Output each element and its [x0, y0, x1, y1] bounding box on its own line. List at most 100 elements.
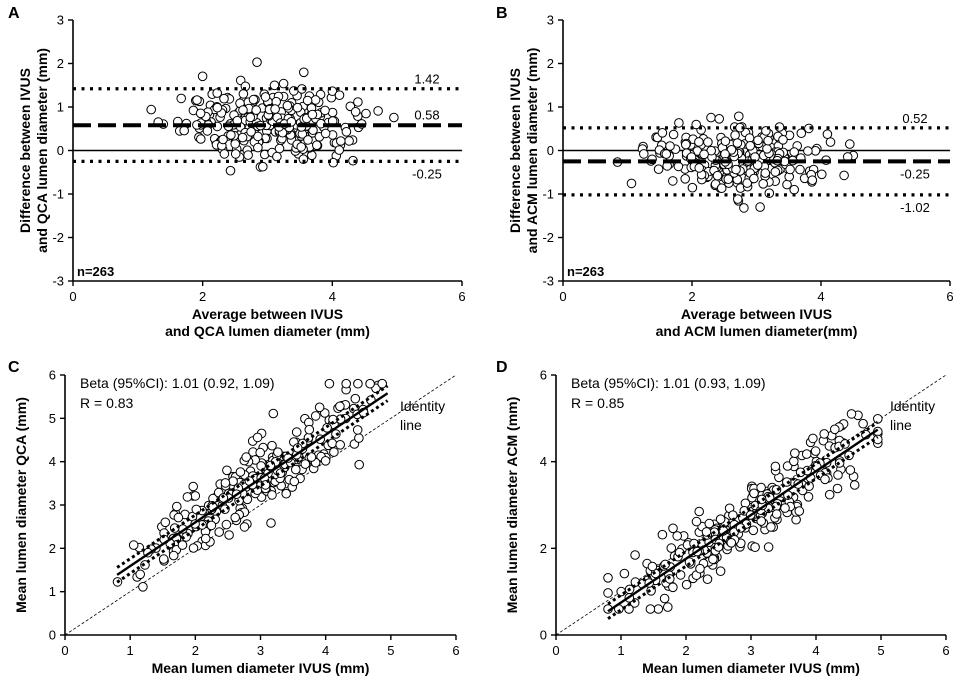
data-point: [179, 125, 189, 136]
data-point: [299, 67, 309, 78]
data-point: [221, 519, 232, 530]
data-point: [173, 512, 184, 523]
data-point: [335, 401, 345, 412]
data-point: [225, 165, 236, 176]
data-point: [267, 490, 277, 500]
data-point: [804, 123, 814, 134]
data-point: [668, 129, 679, 140]
y-tick-label: -1: [542, 187, 554, 202]
data-point: [639, 149, 649, 159]
data-point: [695, 563, 705, 574]
data-point: [753, 135, 763, 146]
data-point: [663, 602, 673, 612]
data-point: [849, 480, 860, 490]
data-point: [770, 167, 781, 177]
identity-label-line: line: [400, 417, 422, 433]
panel-letter: A: [8, 5, 20, 22]
beta-annotation: Beta (95%CI): 1.01 (0.93, 1.09): [571, 375, 766, 391]
y-axis-label: and ACM lumen diameter (mm): [524, 48, 540, 254]
data-point: [715, 566, 726, 577]
x-tick-label: 4: [812, 643, 819, 658]
data-point: [803, 146, 813, 156]
x-tick-label: 0: [69, 289, 76, 304]
y-tick-label: 0: [57, 143, 64, 158]
data-point: [334, 90, 345, 100]
x-tick-label: 4: [322, 643, 329, 658]
data-point: [680, 174, 691, 184]
data-point: [715, 514, 726, 525]
data-point: [755, 202, 765, 212]
x-axis-label: Average between IVUS: [681, 306, 832, 322]
y-axis-label: and QCA lumen diameter (mm): [34, 48, 50, 253]
data-point: [253, 131, 263, 142]
upper-limit-label: 1.42: [414, 72, 439, 87]
data-point: [389, 112, 399, 123]
x-tick-label: 2: [682, 643, 689, 658]
data-point: [258, 161, 268, 172]
panel-letter: D: [496, 359, 508, 376]
data-point: [732, 138, 743, 148]
data-point: [291, 464, 301, 475]
data-point: [858, 418, 868, 429]
data-point: [801, 449, 812, 459]
data-point: [365, 378, 375, 389]
x-tick-label: 0: [552, 643, 559, 658]
data-point: [195, 108, 206, 119]
data-point: [770, 461, 781, 472]
ci-lower-line: [116, 399, 389, 584]
data-point: [241, 452, 251, 462]
sample-size-label: n=263: [567, 264, 604, 279]
y-tick-label: 2: [540, 541, 547, 556]
y-tick-label: 3: [57, 13, 64, 28]
data-point: [657, 529, 668, 540]
y-tick-label: 6: [540, 368, 547, 383]
data-point: [794, 506, 805, 516]
y-tick-label: 6: [49, 368, 56, 383]
data-point: [699, 149, 709, 160]
data-point: [291, 427, 302, 437]
data-point: [694, 506, 705, 517]
y-tick-label: -2: [52, 230, 64, 245]
data-point: [742, 178, 753, 188]
data-point: [307, 109, 318, 120]
data-point: [146, 104, 156, 115]
x-tick-label: 6: [458, 289, 465, 304]
data-point: [731, 164, 741, 175]
data-point: [238, 105, 248, 115]
data-point: [681, 579, 692, 590]
data-point: [320, 456, 331, 466]
x-tick-label: 2: [199, 289, 206, 304]
data-point: [361, 108, 371, 119]
data-point: [214, 527, 224, 537]
data-point: [353, 97, 363, 107]
y-tick-label: 4: [540, 454, 547, 469]
data-point: [808, 433, 818, 444]
y-tick-label: 1: [49, 584, 56, 599]
data-point: [603, 588, 613, 598]
data-point: [810, 446, 821, 456]
data-point: [230, 149, 241, 159]
data-points: [146, 57, 399, 176]
x-tick-label: 3: [747, 643, 754, 658]
x-tick-label: 1: [617, 643, 624, 658]
data-point: [744, 133, 755, 143]
x-tick-label: 0: [559, 289, 566, 304]
data-point: [681, 139, 691, 150]
data-point: [673, 161, 684, 172]
panel-c: C 0 1 2 3 4 5 6 0 1 2 3 4 5 6 Mean lumen diameter IVUS …: [8, 359, 460, 676]
data-point: [128, 540, 139, 550]
r-annotation: R = 0.83: [80, 395, 134, 411]
data-point: [708, 554, 718, 565]
data-point: [320, 105, 330, 116]
data-point: [238, 89, 249, 99]
x-tick-label: 3: [257, 643, 264, 658]
data-point: [190, 491, 201, 501]
data-point: [873, 434, 883, 445]
data-point: [341, 127, 352, 137]
upper-limit-label: 0.52: [902, 111, 927, 126]
data-point: [723, 174, 734, 184]
y-tick-label: 0: [547, 143, 554, 158]
data-point: [820, 474, 830, 485]
data-point: [763, 542, 774, 552]
